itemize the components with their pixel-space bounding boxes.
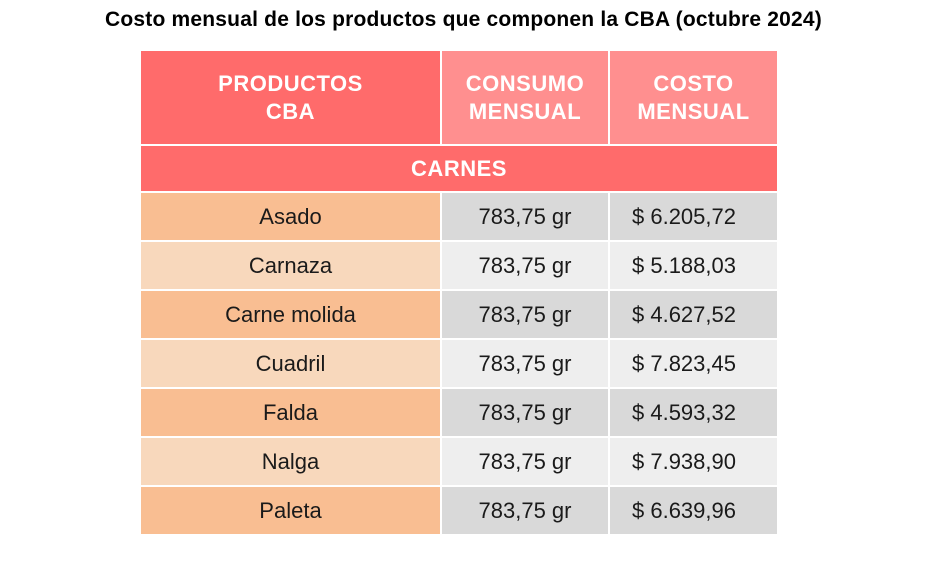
cell-product: Cuadril <box>141 340 442 387</box>
cell-consumption: 783,75 gr <box>442 487 610 534</box>
cell-cost: $ 5.188,03 <box>610 242 777 289</box>
page-title: Costo mensual de los productos que compo… <box>105 8 822 31</box>
cell-cost: $ 6.639,96 <box>610 487 777 534</box>
cell-consumption: 783,75 gr <box>442 291 610 338</box>
table-row: Cuadril 783,75 gr $ 7.823,45 <box>141 338 777 387</box>
cell-product: Paleta <box>141 487 442 534</box>
cell-consumption: 783,75 gr <box>442 193 610 240</box>
table-row: Falda 783,75 gr $ 4.593,32 <box>141 387 777 436</box>
table-row: Carne molida 783,75 gr $ 4.627,52 <box>141 289 777 338</box>
cell-consumption: 783,75 gr <box>442 438 610 485</box>
header-cost: COSTO MENSUAL <box>610 51 777 144</box>
section-row-carnes: CARNES <box>141 144 777 191</box>
header-cost-line2: MENSUAL <box>637 98 750 124</box>
header-products-line2: CBA <box>265 98 316 124</box>
table-row: Asado 783,75 gr $ 6.205,72 <box>141 191 777 240</box>
cell-cost: $ 7.938,90 <box>610 438 777 485</box>
cell-product: Asado <box>141 193 442 240</box>
cell-consumption: 783,75 gr <box>442 340 610 387</box>
cell-product: Nalga <box>141 438 442 485</box>
header-consumption: CONSUMO MENSUAL <box>442 51 610 144</box>
table-row: Carnaza 783,75 gr $ 5.188,03 <box>141 240 777 289</box>
header-consumption-line1: CONSUMO <box>465 70 585 96</box>
header-products-line1: PRODUCTOS <box>218 70 363 96</box>
cell-cost: $ 6.205,72 <box>610 193 777 240</box>
table-header-row: PRODUCTOS CBA CONSUMO MENSUAL COSTO MENS… <box>141 51 777 144</box>
cell-consumption: 783,75 gr <box>442 242 610 289</box>
table-row: Nalga 783,75 gr $ 7.938,90 <box>141 436 777 485</box>
cell-consumption: 783,75 gr <box>442 389 610 436</box>
cell-product: Carnaza <box>141 242 442 289</box>
header-consumption-line2: MENSUAL <box>468 98 582 124</box>
cell-product: Carne molida <box>141 291 442 338</box>
table-row: Paleta 783,75 gr $ 6.639,96 <box>141 485 777 534</box>
cell-cost: $ 4.627,52 <box>610 291 777 338</box>
cell-cost: $ 7.823,45 <box>610 340 777 387</box>
cba-cost-table: PRODUCTOS CBA CONSUMO MENSUAL COSTO MENS… <box>141 51 777 534</box>
header-products: PRODUCTOS CBA <box>141 51 442 144</box>
cell-product: Falda <box>141 389 442 436</box>
header-cost-line1: COSTO <box>653 70 734 96</box>
cell-cost: $ 4.593,32 <box>610 389 777 436</box>
